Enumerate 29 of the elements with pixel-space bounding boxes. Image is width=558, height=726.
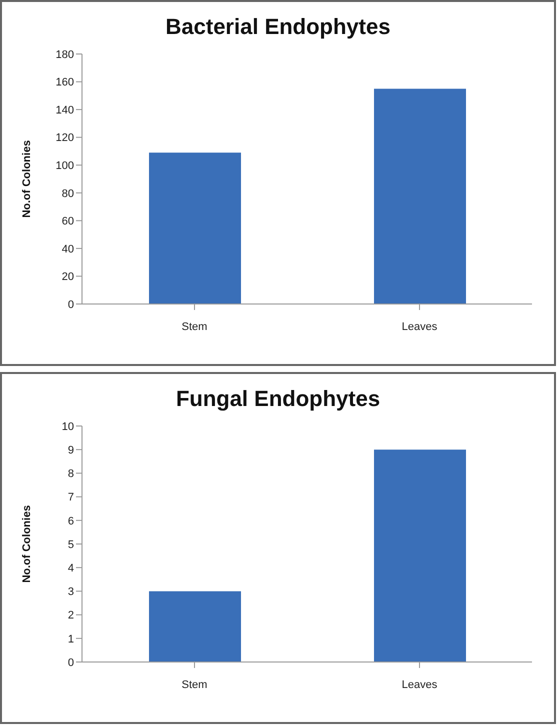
y-tick-label: 40 xyxy=(62,243,74,256)
y-axis-title: No.of Colonies xyxy=(20,140,33,218)
y-axis-title: No.of Colonies xyxy=(20,505,33,583)
y-tick-label: 0 xyxy=(68,656,74,669)
y-tick-label: 7 xyxy=(68,492,74,504)
y-tick-label: 60 xyxy=(62,216,74,228)
y-tick-label: 5 xyxy=(68,538,74,551)
chart-title: Fungal Endophytes xyxy=(174,386,382,412)
y-tick-label: 140 xyxy=(56,104,74,116)
y-tick-label: 180 xyxy=(56,48,74,61)
x-tick-label: Leaves xyxy=(402,678,438,691)
y-tick-label: 9 xyxy=(68,444,74,457)
x-tick-label: Stem xyxy=(182,678,208,691)
y-tick-label: 0 xyxy=(68,298,74,311)
x-tick-label: Leaves xyxy=(402,320,438,333)
y-tick-label: 8 xyxy=(68,468,74,480)
y-tick-label: 4 xyxy=(68,562,74,575)
y-tick-label: 100 xyxy=(56,160,74,172)
y-tick-label: 160 xyxy=(56,76,74,89)
y-tick-label: 80 xyxy=(62,188,74,200)
y-tick-label: 2 xyxy=(68,610,74,622)
y-tick-label: 120 xyxy=(56,132,74,144)
y-tick-label: 1 xyxy=(68,633,74,646)
y-tick-label: 20 xyxy=(62,271,74,284)
y-tick-label: 6 xyxy=(68,515,74,528)
x-tick-label: Stem xyxy=(182,320,208,333)
chart-title: Bacterial Endophytes xyxy=(164,14,392,40)
y-tick-label: 3 xyxy=(68,586,74,598)
y-tick-label: 10 xyxy=(62,420,74,433)
